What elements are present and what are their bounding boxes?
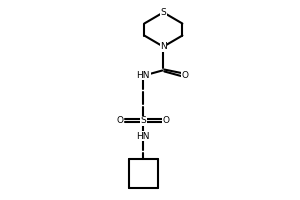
Text: O: O: [182, 71, 189, 80]
Text: O: O: [163, 116, 170, 125]
Text: O: O: [117, 116, 124, 125]
Text: S: S: [140, 116, 146, 125]
Text: HN: HN: [136, 71, 150, 80]
Text: S: S: [160, 8, 166, 17]
Text: N: N: [160, 42, 167, 51]
Text: HN: HN: [136, 132, 150, 141]
